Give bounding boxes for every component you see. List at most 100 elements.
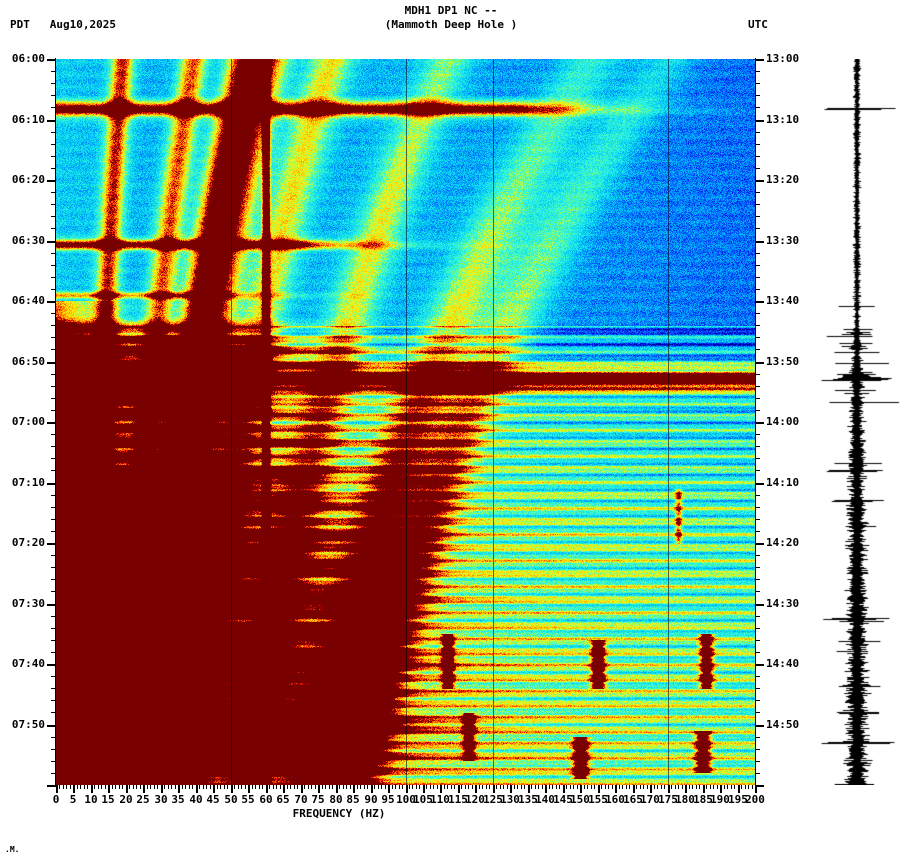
x-axis-minor-tick bbox=[612, 785, 613, 789]
y-axis-label-right: 13:30 bbox=[766, 234, 800, 247]
y-axis-minor-tick-right bbox=[755, 349, 760, 350]
x-axis-title: FREQUENCY (HZ) bbox=[292, 807, 386, 820]
x-axis-minor-tick bbox=[287, 785, 288, 789]
y-axis-minor-tick-right bbox=[755, 519, 760, 520]
x-axis-major-tick bbox=[563, 785, 565, 793]
y-axis-minor-tick-right bbox=[755, 325, 760, 326]
x-axis-tick-label: 175 bbox=[658, 793, 678, 806]
x-axis-minor-tick bbox=[437, 785, 438, 789]
x-axis-minor-tick bbox=[269, 785, 270, 789]
x-axis-minor-tick bbox=[734, 785, 735, 789]
x-axis-minor-tick bbox=[129, 785, 130, 789]
spectrogram-image bbox=[56, 59, 755, 785]
y-axis-label-left: 06:20 bbox=[11, 173, 45, 186]
x-axis-minor-tick bbox=[472, 785, 473, 789]
y-axis-major-tick-left bbox=[47, 483, 56, 485]
x-axis-minor-tick bbox=[538, 785, 539, 789]
x-axis-minor-tick bbox=[164, 785, 165, 789]
x-axis-major-tick bbox=[685, 785, 687, 793]
x-axis-minor-tick bbox=[217, 785, 218, 789]
seismogram-trace-panel bbox=[812, 59, 902, 785]
x-axis-tick-label: 200 bbox=[745, 793, 765, 806]
x-axis-minor-tick bbox=[241, 785, 242, 789]
x-axis-minor-tick bbox=[98, 785, 99, 789]
y-axis-minor-tick-left bbox=[51, 168, 56, 169]
x-axis-minor-tick bbox=[378, 785, 379, 789]
x-axis-tick-label: 170 bbox=[640, 793, 660, 806]
x-axis-minor-tick bbox=[412, 785, 413, 789]
x-axis-minor-tick bbox=[280, 785, 281, 789]
x-axis-tick-label: 25 bbox=[136, 793, 150, 806]
x-axis-tick-label: 140 bbox=[535, 793, 555, 806]
x-axis-tick-label: 130 bbox=[500, 793, 520, 806]
x-axis-minor-tick bbox=[238, 785, 239, 789]
x-axis-tick-label: 185 bbox=[693, 793, 713, 806]
x-axis-minor-tick bbox=[451, 785, 452, 789]
y-axis-minor-tick-left bbox=[51, 156, 56, 157]
y-axis-minor-tick-right bbox=[755, 168, 760, 169]
y-axis-minor-tick-left bbox=[51, 386, 56, 387]
x-axis-minor-tick bbox=[654, 785, 655, 789]
y-axis-minor-tick-right bbox=[755, 386, 760, 387]
y-axis-minor-tick-left bbox=[51, 531, 56, 532]
x-axis-tick-label: 10 bbox=[84, 793, 98, 806]
y-axis-minor-tick-left bbox=[51, 761, 56, 762]
x-axis-minor-tick bbox=[259, 785, 260, 789]
x-axis-minor-tick bbox=[461, 785, 462, 789]
x-axis-minor-tick bbox=[591, 785, 592, 789]
x-axis-minor-tick bbox=[699, 785, 700, 789]
x-axis-minor-tick bbox=[622, 785, 623, 789]
x-axis-tick-label: 65 bbox=[276, 793, 290, 806]
x-axis-minor-tick bbox=[168, 785, 169, 789]
y-axis-major-tick-left bbox=[47, 180, 56, 182]
spectrogram-plot[interactable] bbox=[56, 59, 755, 785]
x-axis-major-tick bbox=[161, 785, 163, 793]
y-axis-label-left: 06:00 bbox=[11, 52, 45, 65]
page-title: MDH1 DP1 NC -- bbox=[404, 4, 498, 17]
x-axis-minor-tick bbox=[399, 785, 400, 789]
y-axis-major-tick-left bbox=[47, 120, 56, 122]
x-axis-minor-tick bbox=[133, 785, 134, 789]
y-axis-major-tick-right bbox=[755, 241, 764, 243]
x-axis-minor-tick bbox=[325, 785, 326, 789]
y-axis-major-tick-right bbox=[755, 664, 764, 666]
x-axis-major-tick bbox=[440, 785, 442, 793]
y-axis-minor-tick-left bbox=[51, 132, 56, 133]
y-axis-label-right: 13:00 bbox=[766, 52, 800, 65]
y-axis-minor-tick-right bbox=[755, 531, 760, 532]
x-axis-minor-tick bbox=[119, 785, 120, 789]
y-axis-minor-tick-right bbox=[755, 676, 760, 677]
page-subtitle: (Mammoth Deep Hole ) bbox=[384, 18, 518, 31]
seismogram-trace bbox=[812, 59, 902, 785]
x-axis-minor-tick bbox=[206, 785, 207, 789]
y-axis-major-tick-left bbox=[47, 543, 56, 545]
x-axis-minor-tick bbox=[276, 785, 277, 789]
x-axis-minor-tick bbox=[192, 785, 193, 789]
y-axis-minor-tick-right bbox=[755, 337, 760, 338]
x-axis-minor-tick bbox=[524, 785, 525, 789]
x-axis-tick-label: 35 bbox=[171, 793, 185, 806]
x-axis-minor-tick bbox=[290, 785, 291, 789]
y-axis-major-tick-left bbox=[47, 59, 56, 61]
y-axis-label-right: 14:30 bbox=[766, 597, 800, 610]
y-axis-minor-tick-right bbox=[755, 507, 760, 508]
x-axis-major-tick bbox=[283, 785, 285, 793]
x-axis-minor-tick bbox=[535, 785, 536, 789]
x-axis-major-tick bbox=[458, 785, 460, 793]
x-axis-minor-tick bbox=[294, 785, 295, 789]
x-axis-minor-tick bbox=[570, 785, 571, 789]
x-axis-minor-tick bbox=[573, 785, 574, 789]
x-axis-minor-tick bbox=[136, 785, 137, 789]
y-axis-minor-tick-right bbox=[755, 628, 760, 629]
y-axis-minor-tick-left bbox=[51, 83, 56, 84]
x-axis-minor-tick bbox=[304, 785, 305, 789]
x-axis-minor-tick bbox=[189, 785, 190, 789]
y-axis-minor-tick-right bbox=[755, 652, 760, 653]
x-axis-major-tick bbox=[493, 785, 495, 793]
x-axis-minor-tick bbox=[315, 785, 316, 789]
header-timezone-right: UTC bbox=[748, 18, 768, 31]
y-axis-major-tick-left bbox=[47, 785, 56, 787]
x-axis-minor-tick bbox=[605, 785, 606, 789]
x-axis-tick-label: 15 bbox=[101, 793, 115, 806]
x-axis-major-tick bbox=[91, 785, 93, 793]
